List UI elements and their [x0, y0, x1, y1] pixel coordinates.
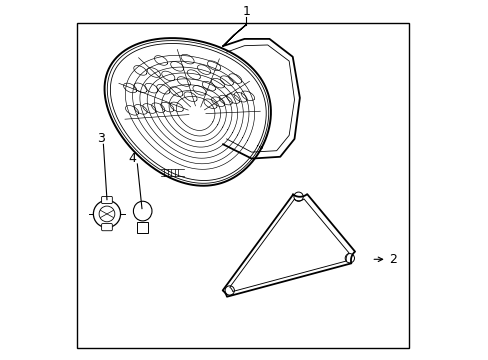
Text: 4: 4 — [128, 152, 136, 165]
Bar — [137, 222, 148, 233]
Ellipse shape — [133, 201, 152, 221]
Text: 1: 1 — [242, 5, 250, 18]
Text: 3: 3 — [97, 132, 104, 145]
FancyBboxPatch shape — [102, 197, 112, 203]
FancyBboxPatch shape — [102, 224, 112, 231]
Text: 2: 2 — [388, 253, 396, 266]
